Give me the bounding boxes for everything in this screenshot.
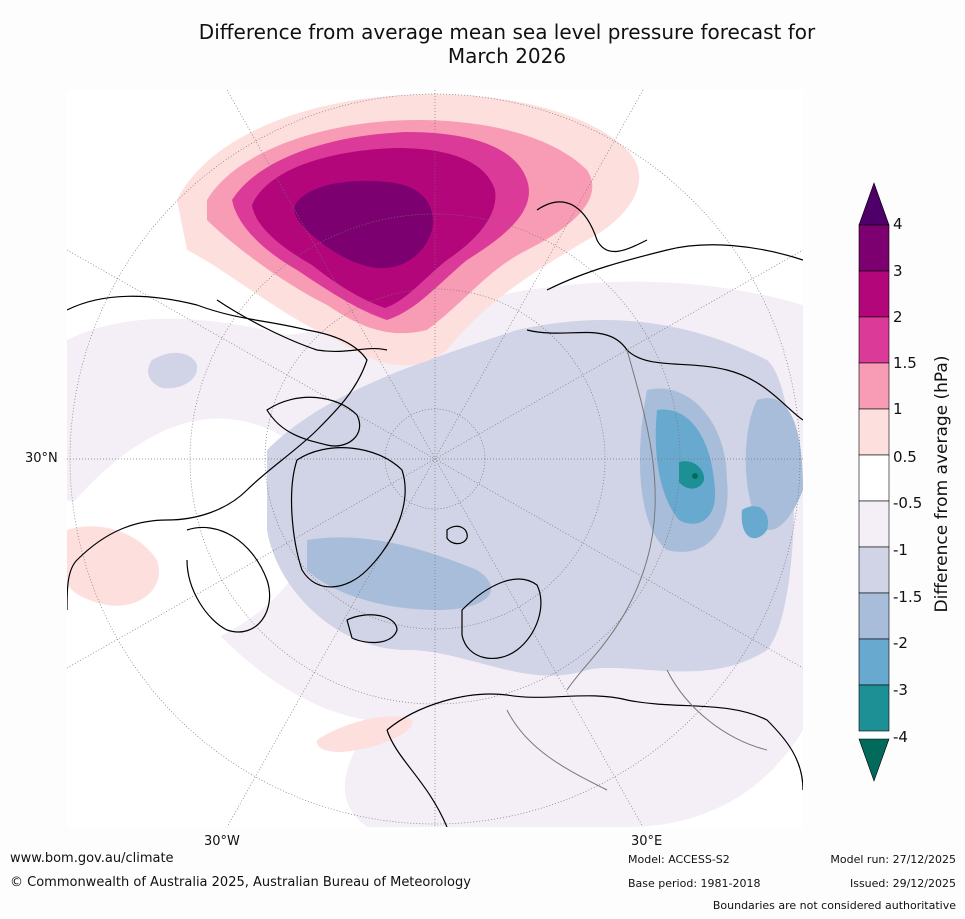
colorbar-tick-3: 3 — [893, 262, 903, 280]
colorbar-tick-1.5: 1.5 — [893, 354, 917, 372]
anomaly-region-plus-0.5-sw — [67, 526, 159, 606]
coast-chukotka — [536, 201, 648, 253]
colorbar-segment-1 — [858, 408, 890, 456]
colorbar-segment-0.5 — [858, 454, 890, 502]
anomaly-region-plus-3 — [294, 180, 433, 269]
coast-greenland — [290, 447, 406, 588]
anomaly-region-minus-1-west — [148, 352, 198, 389]
colorbar-segment-minus-2 — [858, 638, 890, 686]
lon-label-30e: 30°E — [631, 834, 663, 849]
coast-north-america — [67, 295, 368, 611]
footer-copyright: © Commonwealth of Australia 2025, Austra… — [10, 875, 471, 890]
coast-europe — [386, 693, 803, 827]
coast-hudson-bay — [186, 526, 271, 633]
pressure-anomaly-map — [67, 90, 803, 827]
colorbar-tick-0.5: 0.5 — [893, 448, 917, 466]
coast-canadian-arctic — [266, 396, 361, 447]
colorbar-tick-minus-0.5: -0.5 — [893, 494, 923, 512]
footer-issued: Issued: 29/12/2025 — [849, 877, 956, 890]
lon-label-30w: 30°W — [204, 834, 240, 849]
colorbar-segment-1.5 — [858, 362, 890, 410]
footer-disclaimer: Boundaries are not considered authoritat… — [712, 899, 956, 912]
footer-model: Model: ACCESS-S2 — [628, 853, 730, 866]
footer-url[interactable]: www.bom.gov.au/climate — [10, 851, 174, 866]
colorbar-title: Difference from average (hPa) — [932, 355, 952, 613]
colorbar-tick-minus-1.5: -1.5 — [893, 588, 923, 606]
anomaly-region-plus-0.5-atlantic — [316, 716, 413, 752]
coast-alaska — [216, 299, 388, 353]
colorbar-segment-minus-1.5 — [858, 592, 890, 640]
anomaly-region-minus-4 — [692, 473, 698, 479]
colorbar-tick-minus-2: -2 — [893, 634, 908, 652]
colorbar-segment-2 — [858, 316, 890, 364]
coast-iceland — [346, 614, 398, 644]
colorbar-segment-4 — [858, 224, 890, 272]
colorbar-tick-4: 4 — [893, 215, 903, 233]
colorbar-segment-minus-0.5 — [858, 500, 890, 548]
coast-siberia — [526, 244, 803, 421]
anomaly-region-minus-1.5-far-east — [745, 398, 803, 530]
coastlines — [67, 201, 803, 827]
lat-label-30n: 30°N — [25, 451, 58, 466]
title-line-1: Difference from average mean sea level p… — [198, 20, 816, 44]
colorbar — [858, 182, 890, 782]
colorbar-tick-1: 1 — [893, 400, 903, 418]
colorbar-extend-low — [858, 738, 890, 782]
coast-scandinavia — [461, 578, 542, 659]
coast-svalbard — [446, 525, 468, 545]
title-line-2: March 2026 — [447, 44, 567, 68]
colorbar-tick-2: 2 — [893, 308, 903, 326]
colorbar-segment-minus-1 — [858, 546, 890, 594]
anomaly-region-minus-3 — [679, 461, 705, 489]
anomaly-region-minus-2-east — [741, 506, 768, 539]
colorbar-extend-high — [858, 182, 890, 226]
footer-model-run: Model run: 27/12/2025 — [830, 853, 956, 866]
colorbar-tick-minus-3: -3 — [893, 681, 908, 699]
borders — [506, 349, 768, 791]
colorbar-tick-minus-1: -1 — [893, 541, 908, 559]
colorbar-segment-minus-3 — [858, 684, 890, 732]
footer-base-period: Base period: 1981-2018 — [628, 877, 761, 890]
colorbar-tick-minus-4: -4 — [893, 728, 908, 746]
chart-title: Difference from average mean sea level p… — [0, 20, 965, 68]
colorbar-segment-3 — [858, 270, 890, 318]
anomaly-region-minus-1.5 — [307, 537, 492, 610]
